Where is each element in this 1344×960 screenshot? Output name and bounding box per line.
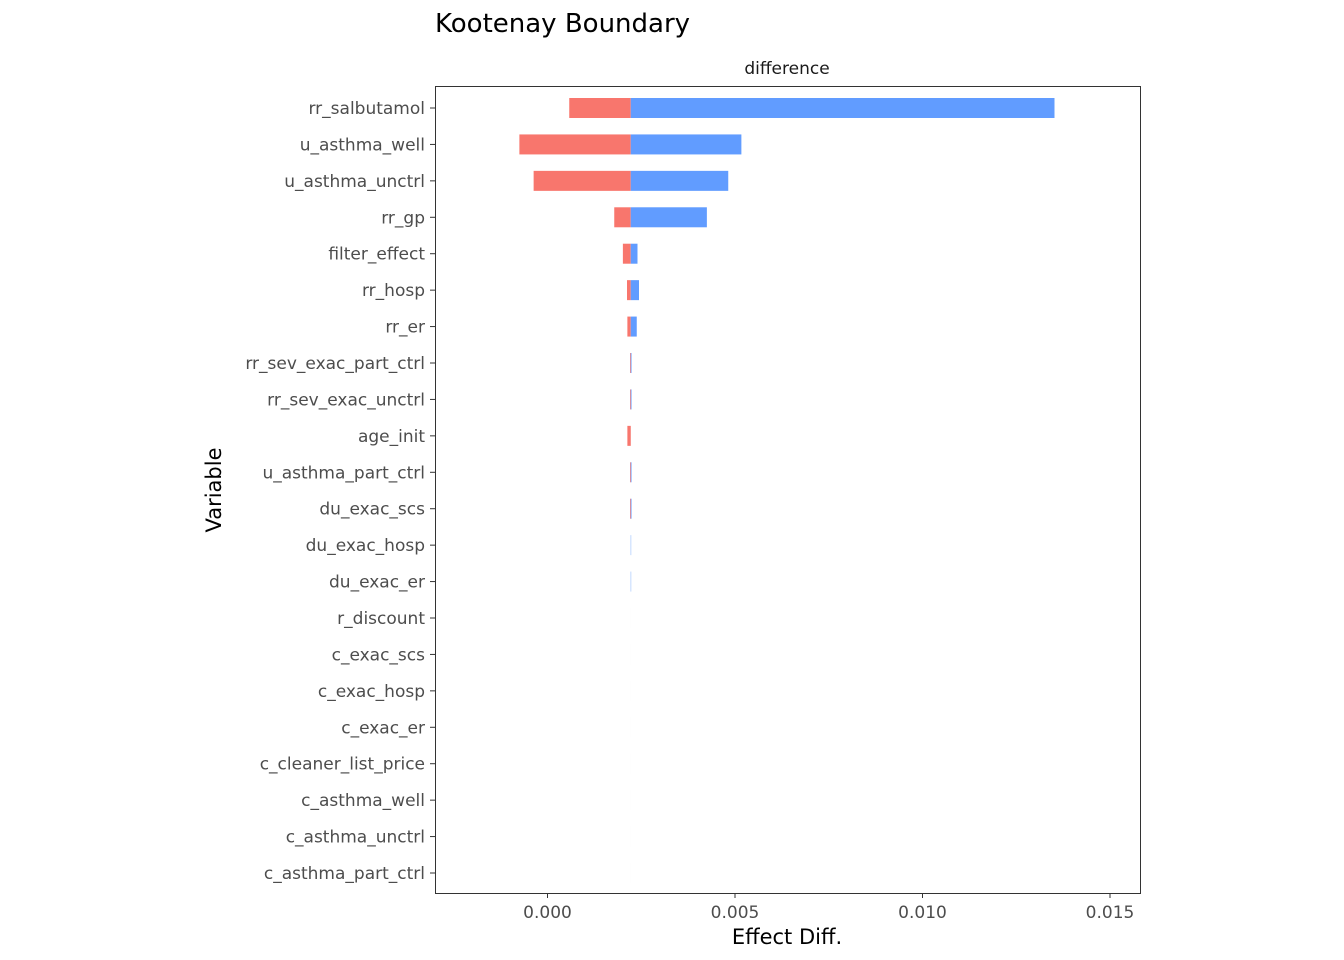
y-tick-label: c_asthma_well	[301, 791, 425, 811]
bar-low-age-init	[627, 425, 631, 446]
y-tick-label: du_exac_hosp	[306, 536, 425, 556]
y-tick-label: rr_salbutamol	[308, 99, 425, 119]
y-tick-label: u_asthma_unctrl	[284, 172, 425, 192]
bar-high-u-asthma-unctrl	[630, 170, 729, 191]
y-tick-label: c_asthma_unctrl	[286, 828, 425, 848]
bar-high-filter-effect	[630, 243, 638, 264]
y-tick-label: c_exac_scs	[332, 645, 426, 665]
bar-high-rr-sev-exac-unctrl	[630, 389, 632, 410]
y-tick-label: rr_sev_exac_part_ctrl	[245, 354, 425, 374]
bar-high-rr-er	[630, 316, 637, 337]
y-tick-label: du_exac_scs	[319, 500, 425, 520]
y-tick-label: c_asthma_part_ctrl	[264, 864, 425, 884]
x-tick-label: 0.010	[898, 903, 947, 923]
y-tick-label: r_discount	[337, 609, 425, 629]
bar-high-rr-gp	[630, 207, 707, 228]
y-tick-label: du_exac_er	[329, 573, 425, 593]
x-tick-label: 0.005	[711, 903, 760, 923]
bar-low-rr-hosp	[627, 280, 631, 301]
bar-high-u-asthma-part-ctrl	[630, 462, 632, 483]
y-tick-label: filter_effect	[328, 245, 425, 265]
bar-low-rr-gp	[614, 207, 631, 228]
bar-low-u-asthma-well	[519, 134, 631, 155]
y-tick-label: u_asthma_well	[300, 135, 425, 155]
bar-high-u-asthma-well	[630, 134, 742, 155]
bar-low-u-asthma-unctrl	[533, 170, 631, 191]
x-axis-title: Effect Diff.	[732, 925, 842, 949]
bar-high-rr-sev-exac-part-ctrl	[630, 353, 632, 373]
y-axis-title: Variable	[202, 447, 226, 532]
y-tick-label: rr_hosp	[362, 281, 425, 301]
y-tick-label: u_asthma_part_ctrl	[262, 463, 425, 483]
x-axis: 0.000 0.005 0.010 0.015	[523, 893, 1134, 923]
y-tick-label: rr_sev_exac_unctrl	[267, 390, 425, 410]
bar-high-du-exac-scs	[630, 498, 632, 519]
x-tick-label: 0.000	[523, 903, 572, 923]
bar-low-filter-effect	[622, 243, 631, 264]
bar-low-rr-er	[627, 316, 631, 337]
bar-low-rr-sev-exac-part-ctrl	[630, 353, 631, 373]
bar-low-du-exac-scs	[630, 498, 631, 519]
bar-low-u-asthma-part-ctrl	[630, 462, 631, 483]
bar-low-rr-salbutamol	[569, 98, 631, 118]
y-tick-label: c_exac_er	[341, 718, 425, 738]
chart-title: Kootenay Boundary	[435, 9, 690, 39]
y-tick-label: c_exac_hosp	[318, 682, 425, 702]
y-tick-label: age_init	[358, 427, 425, 447]
bar-high-rr-hosp	[630, 280, 639, 301]
y-tick-label: rr_er	[385, 318, 425, 338]
bar-high-rr-salbutamol	[630, 98, 1055, 118]
y-tick-label: c_cleaner_list_price	[260, 755, 425, 775]
plot-panel-border	[435, 86, 1141, 894]
y-tick-label: rr_gp	[381, 208, 425, 228]
bar-low-rr-sev-exac-unctrl	[630, 389, 631, 410]
x-tick-label: 0.015	[1086, 903, 1135, 923]
bars-layer	[519, 98, 1055, 883]
y-axis: rr_salbutamol u_asthma_well u_asthma_unctr…	[245, 99, 435, 884]
facet-label: difference	[744, 59, 829, 79]
